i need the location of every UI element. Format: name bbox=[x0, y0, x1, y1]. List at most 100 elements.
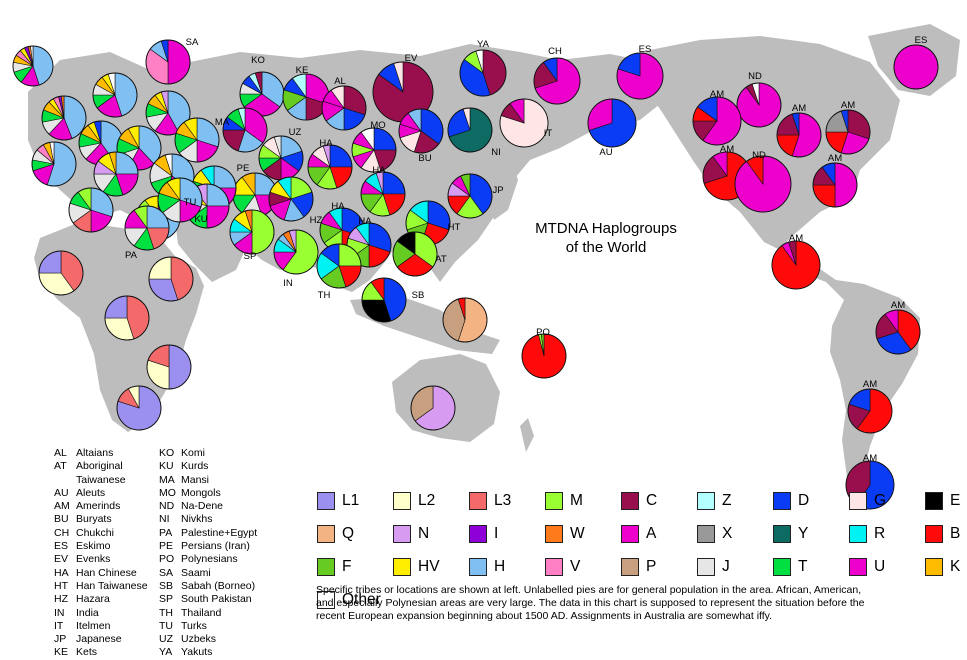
pie-chart-it: IT bbox=[499, 98, 553, 148]
pie-chart-es: ES bbox=[893, 35, 939, 90]
pie-label: NI bbox=[491, 147, 501, 158]
abbreviation-code: SA bbox=[159, 566, 174, 579]
pie-outline bbox=[307, 144, 353, 190]
abbreviation-name: Altaians bbox=[76, 447, 114, 459]
abbreviation-name: Kets bbox=[76, 646, 98, 659]
pie-label: IT bbox=[544, 128, 553, 139]
legend-label: Q bbox=[342, 524, 355, 542]
abbreviation-row: ES Eskimo bbox=[54, 540, 148, 553]
pie-outline bbox=[734, 155, 792, 213]
abbreviation-code: SP bbox=[159, 593, 174, 606]
legend-label: Z bbox=[722, 491, 732, 509]
pie-chart-am: AM bbox=[825, 100, 871, 155]
pie-chart-es: ES bbox=[616, 44, 664, 100]
abbreviation-row: PO Polynesians bbox=[159, 553, 257, 566]
abbreviation-name: Buryats bbox=[76, 513, 112, 526]
legend-item-g: G bbox=[849, 491, 925, 510]
abbreviation-name: Thailand bbox=[181, 606, 222, 619]
pie-label: HA bbox=[319, 138, 333, 149]
pie-label: SA bbox=[186, 37, 199, 48]
legend-row: F HV H V P J T U K bbox=[317, 550, 967, 583]
pie-outline bbox=[825, 109, 871, 155]
pie-outline bbox=[222, 107, 268, 153]
abbreviation-row: IN India bbox=[54, 607, 148, 620]
abbreviation-row: EV Evenks bbox=[54, 553, 148, 566]
abbreviation-name: Nivkhs bbox=[181, 513, 213, 526]
pie-chart bbox=[410, 385, 456, 431]
legend-label: HV bbox=[418, 557, 440, 575]
abbreviation-row: UZ Uzbeks bbox=[159, 633, 257, 646]
pie-outline bbox=[845, 460, 895, 510]
pie-chart-pe: PE bbox=[232, 163, 278, 218]
pie-outline bbox=[38, 250, 84, 296]
pie-outline bbox=[499, 98, 549, 148]
pie-label: KE bbox=[296, 65, 309, 76]
pie-outline bbox=[316, 243, 362, 289]
abbreviation-name: South Pakistan bbox=[181, 593, 252, 606]
pie-outline bbox=[442, 297, 488, 343]
pie-label: ES bbox=[639, 44, 652, 55]
legend-swatch bbox=[317, 590, 335, 609]
pie-chart-nd: ND bbox=[736, 71, 782, 128]
pie-label: HZ bbox=[310, 215, 323, 226]
abbreviation-code: YA bbox=[159, 646, 173, 659]
legend-swatch bbox=[545, 557, 563, 576]
pie-label: AL bbox=[334, 76, 346, 87]
abbreviation-row: HA Han Chinese bbox=[54, 567, 148, 580]
legend-label: X bbox=[722, 524, 733, 542]
pie-label: HT bbox=[448, 222, 461, 233]
pie-label: ND bbox=[752, 150, 766, 161]
legend-item-r: R bbox=[849, 524, 925, 543]
pie-outline bbox=[124, 205, 170, 251]
pie-label: AM bbox=[792, 103, 806, 114]
abbreviation-code: EV bbox=[54, 553, 69, 566]
land-japan bbox=[488, 160, 518, 220]
legend-item-i: I bbox=[469, 524, 545, 543]
pie-chart bbox=[148, 256, 194, 302]
pie-chart bbox=[442, 297, 488, 343]
legend-label: L2 bbox=[418, 491, 436, 509]
legend-item-y: Y bbox=[773, 524, 849, 543]
pie-outline bbox=[229, 209, 275, 255]
pie-outline bbox=[148, 256, 194, 302]
pie-outline bbox=[459, 49, 507, 97]
legend-label: N bbox=[418, 524, 430, 542]
legend-item-n: N bbox=[393, 524, 469, 543]
legend-label: F bbox=[342, 557, 352, 575]
legend-item-p: P bbox=[621, 557, 697, 576]
pie-chart bbox=[38, 250, 84, 296]
legend-swatch bbox=[393, 491, 411, 510]
abbreviation-code: TU bbox=[159, 619, 173, 632]
pie-outline bbox=[268, 176, 314, 222]
abbreviation-code: PE bbox=[159, 540, 174, 553]
abbreviation-name: Han Chinese bbox=[76, 566, 137, 579]
pie-chart-ev: EV bbox=[372, 53, 434, 123]
abbreviation-row: AM Amerinds bbox=[54, 500, 148, 513]
abbreviation-code: PO bbox=[159, 553, 175, 566]
pie-outline bbox=[104, 295, 150, 341]
pie-label: HA bbox=[372, 165, 386, 176]
abbreviation-row: HT Han Taiwanese bbox=[54, 580, 148, 593]
legend-label: A bbox=[646, 524, 657, 542]
legend-item-w: W bbox=[545, 524, 621, 543]
abbreviation-code: UZ bbox=[159, 633, 173, 646]
pie-label: UZ bbox=[289, 127, 302, 138]
pie-chart bbox=[78, 120, 124, 166]
pie-chart-pa: PA bbox=[124, 205, 170, 261]
pie-label: TH bbox=[318, 290, 331, 301]
legend-label: T bbox=[798, 557, 808, 575]
pie-outline bbox=[31, 141, 77, 187]
legend-swatch bbox=[925, 491, 943, 510]
abbreviation-code: NI bbox=[159, 513, 170, 526]
pie-chart-ya: YA bbox=[459, 39, 507, 97]
abbreviation-list-2: KO Komi KU Kurds MA Mansi MO Mongols ND Na-Dene NI… bbox=[159, 447, 257, 660]
pie-outline bbox=[174, 117, 220, 163]
pie-outline bbox=[273, 229, 319, 275]
legend-swatch bbox=[469, 524, 487, 543]
abbreviation-name: Aleuts bbox=[76, 486, 106, 499]
legend-label: Y bbox=[798, 524, 809, 542]
abbreviation-row: ND Na-Dene bbox=[159, 500, 257, 513]
legend-label: K bbox=[950, 557, 961, 575]
